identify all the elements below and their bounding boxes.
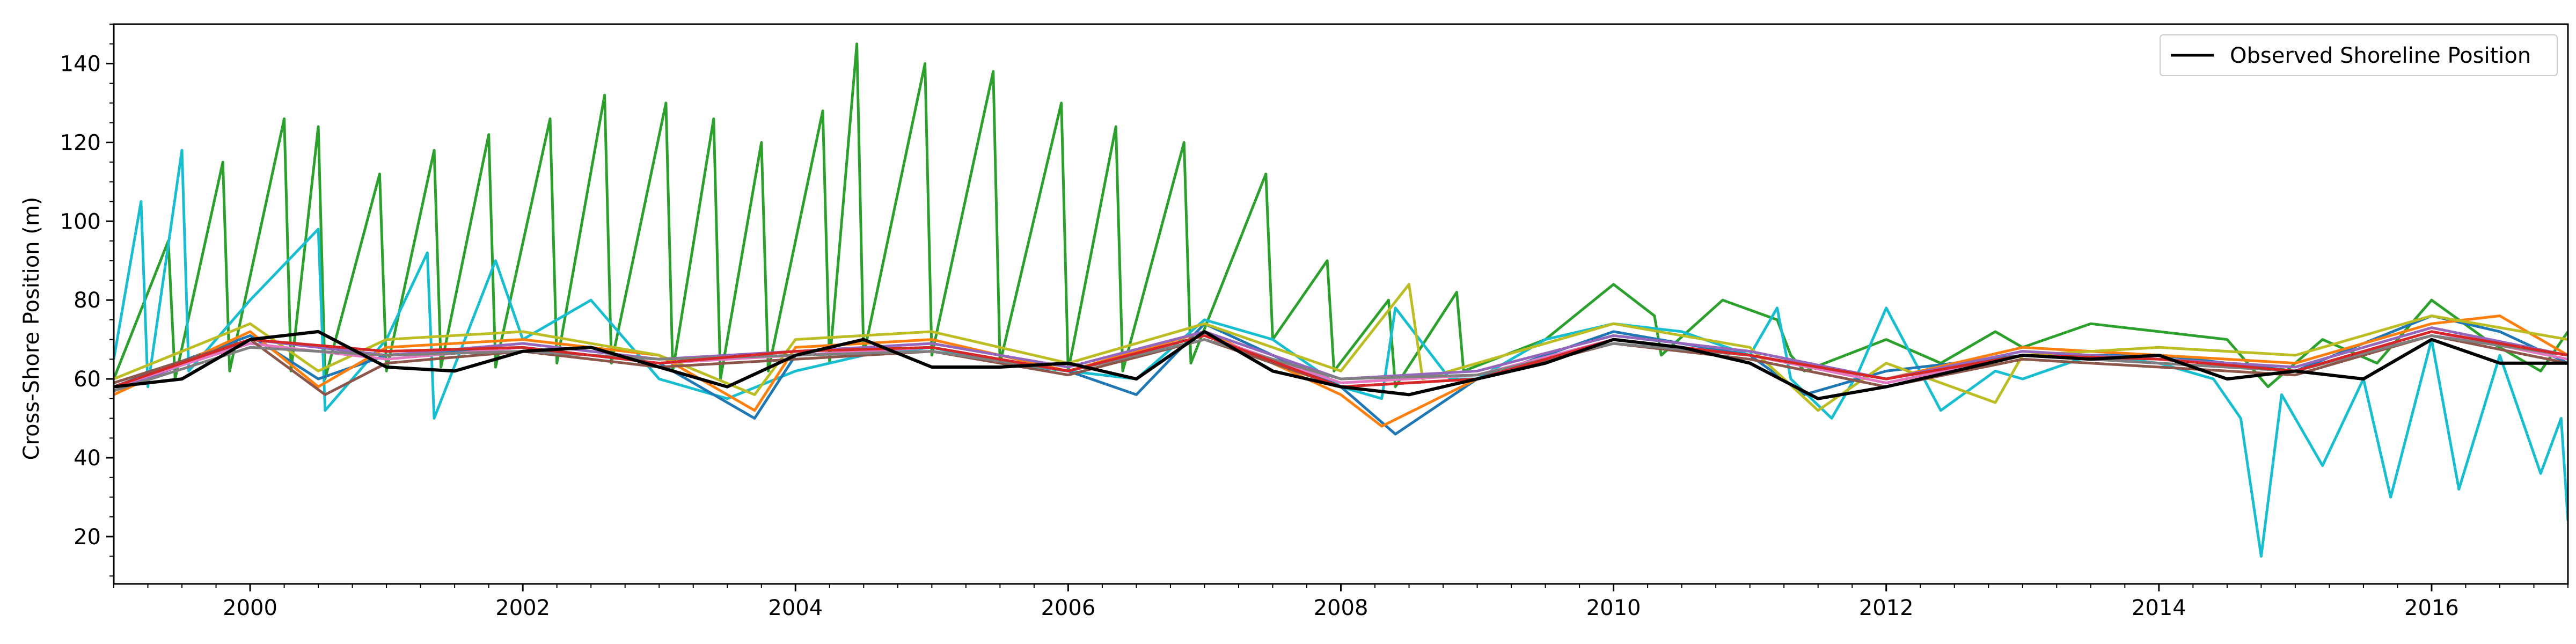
- y-tick-label: 120: [60, 130, 101, 155]
- legend-box: [2160, 34, 2558, 76]
- x-tick-label: 2000: [223, 596, 277, 620]
- x-tick-label: 2008: [1314, 596, 1368, 620]
- legend: Observed Shoreline Position: [2160, 34, 2558, 76]
- x-tick-label: 2002: [495, 596, 550, 620]
- x-tick-label: 2016: [2404, 596, 2459, 620]
- series-line-4: [114, 314, 2568, 428]
- x-tick-label: 2010: [1586, 596, 1641, 620]
- y-tick-label: 40: [74, 446, 101, 471]
- y-tick-label: 100: [60, 209, 101, 234]
- y-tick-label: 140: [60, 52, 101, 76]
- series-layer: [114, 42, 2568, 558]
- axes-layer: 2000 2002 2004 2006 2008 2010 2012 2014 2016 20 40…: [60, 23, 2569, 620]
- x-tick-label: 2006: [1041, 596, 1095, 620]
- y-tick-label: 20: [74, 525, 101, 550]
- x-tick-label: 2004: [768, 596, 823, 620]
- y-tick-label: 80: [74, 288, 101, 313]
- series-line-0: [114, 330, 2568, 400]
- series-line-8: [114, 334, 2568, 396]
- y-axis-label: Cross-Shore Position (m): [19, 197, 44, 460]
- legend-entry-label: Observed Shoreline Position: [2230, 43, 2531, 68]
- y-tick-label: 60: [74, 367, 101, 392]
- x-tick-label: 2012: [1859, 596, 1914, 620]
- x-tick-label: 2014: [2132, 596, 2186, 620]
